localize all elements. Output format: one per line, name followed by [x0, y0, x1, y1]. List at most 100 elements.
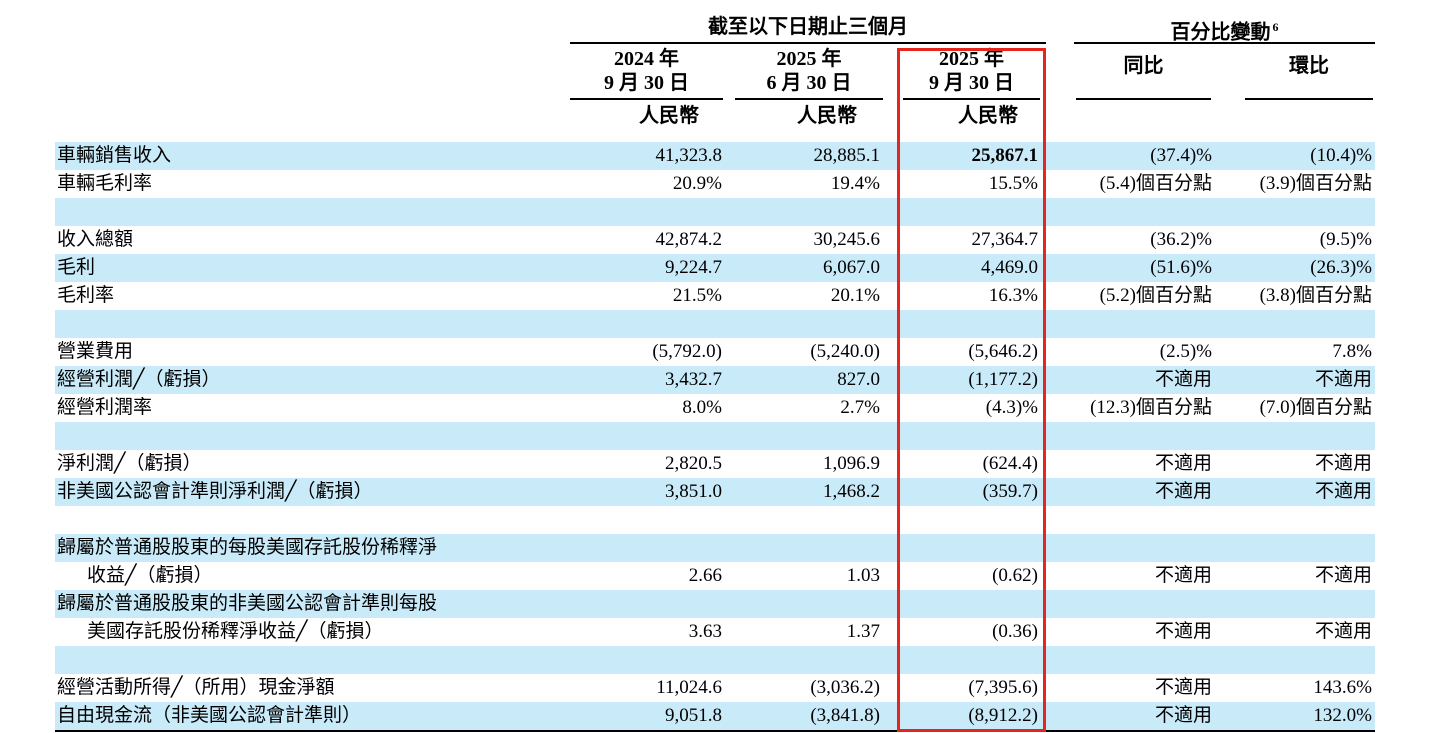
- table-body: 車輛銷售收入 41,323.8 28,885.1 25,867.1 (37.4)% (10…: [55, 142, 1375, 732]
- cell-c4: 不適用: [1154, 453, 1212, 474]
- cell-c1: 3,432.7: [665, 369, 722, 390]
- row-label: 歸屬於普通股股東的非美國公認會計準則每股: [57, 593, 438, 614]
- row-label: 自由現金流（非美國公認會計準則）: [57, 705, 362, 726]
- cell-c3: [885, 506, 1046, 534]
- table-row: 車輛銷售收入 41,323.8 28,885.1 25,867.1 (37.4)% (10…: [55, 142, 1375, 170]
- row-label: [55, 310, 570, 338]
- row-label: 歸屬於普通股股東的每股美國存託股份稀釋淨: [57, 537, 438, 558]
- cell-c2: 6,067.0: [823, 257, 880, 278]
- cell-c5: [1215, 422, 1375, 450]
- cell-c3: [885, 310, 1046, 338]
- cell-c3: [885, 646, 1046, 674]
- cell-c3: [885, 534, 1046, 562]
- column-header-qoq: 環比: [1215, 44, 1375, 100]
- table-row: 毛利率 21.5% 20.1% 16.3% (5.2)個百分點 (3.8)個百分點: [55, 282, 1375, 310]
- cell-c2: [727, 646, 885, 674]
- cell-c3: (0.62): [992, 565, 1038, 586]
- table-spacer-row: [55, 310, 1375, 338]
- row-label: 毛利: [57, 257, 96, 278]
- cell-c5: [1215, 646, 1375, 674]
- row-label: 經營利潤╱（虧損）: [57, 369, 221, 390]
- cell-c3: (4.3)%: [985, 397, 1038, 418]
- currency-unit: 人民幣: [639, 105, 699, 127]
- cell-c1: [570, 310, 727, 338]
- cell-c4: (5.4)個百分點: [1099, 173, 1212, 194]
- column-header-row: 2024 年 9 月 30 日 2025 年 6 月 30 日 2025 年 9…: [55, 44, 1375, 100]
- currency-unit-row: 人民幣 人民幣 人民幣: [55, 100, 1375, 136]
- cell-c1: (5,792.0): [652, 341, 722, 362]
- row-label: [55, 506, 570, 534]
- cell-c4: [1046, 534, 1215, 562]
- yoy-label: 同比: [1123, 55, 1164, 77]
- cell-c1: 9,224.7: [665, 257, 722, 278]
- cell-c4: [1046, 646, 1215, 674]
- cell-c5: (26.3)%: [1310, 257, 1372, 278]
- cell-c1: [570, 506, 727, 534]
- table-row: 非美國公認會計準則淨利潤╱（虧損） 3,851.0 1,468.2 (359.7) 不適…: [55, 478, 1375, 506]
- cell-c2: (3,036.2): [810, 677, 880, 698]
- cell-c3: [885, 590, 1046, 618]
- table-row: 淨利潤╱（虧損） 2,820.5 1,096.9 (624.4) 不適用 不適用: [55, 450, 1375, 478]
- cell-c4: 不適用: [1154, 369, 1212, 390]
- cell-c5: 132.0%: [1313, 705, 1372, 726]
- row-label: 營業費用: [57, 341, 134, 362]
- cell-c1: 20.9%: [672, 173, 722, 194]
- period-group-header: 截至以下日期止三個月: [570, 14, 1046, 44]
- qoq-label: 環比: [1289, 55, 1329, 77]
- cell-c1: 3.63: [688, 621, 722, 642]
- cell-c1: [570, 422, 727, 450]
- cell-c5: [1215, 534, 1375, 562]
- cell-c4: 不適用: [1154, 621, 1212, 642]
- period-group-label: 截至以下日期止三個月: [708, 16, 908, 38]
- cell-c4: (37.4)%: [1150, 145, 1212, 166]
- table-spacer-row: [55, 506, 1375, 534]
- cell-c4: 不適用: [1154, 677, 1212, 698]
- cell-c2: [727, 534, 885, 562]
- row-label: 美國存託股份稀釋淨收益╱（虧損）: [87, 621, 384, 642]
- table-spacer-row: [55, 198, 1375, 226]
- cell-c4: 不適用: [1154, 705, 1212, 726]
- column-header-date: 6 月 30 日: [766, 72, 852, 94]
- column-header-2025-06-30: 2025 年 6 月 30 日: [727, 44, 885, 100]
- cell-c1: [570, 198, 727, 226]
- cell-c2: 827.0: [837, 369, 880, 390]
- cell-c2: [727, 310, 885, 338]
- financial-summary-table: 截至以下日期止三個月 百分比變動 6 2024 年 9 月 30 日 2025 年…: [55, 14, 1375, 732]
- cell-c4: (2.5)%: [1159, 341, 1212, 362]
- cell-c1: 3,851.0: [665, 481, 722, 502]
- cell-c4: 不適用: [1154, 565, 1212, 586]
- row-label: 車輛毛利率: [57, 173, 153, 194]
- cell-c4: (36.2)%: [1150, 229, 1212, 250]
- row-label: [55, 198, 570, 226]
- cell-c1: 9,051.8: [665, 705, 722, 726]
- table-row: 營業費用 (5,792.0) (5,240.0) (5,646.2) (2.5)% 7.8…: [55, 338, 1375, 366]
- cell-c5: (7.0)個百分點: [1259, 397, 1372, 418]
- cell-c5: 不適用: [1314, 481, 1372, 502]
- cell-c4: [1046, 422, 1215, 450]
- cell-c1: [570, 534, 727, 562]
- table-row: 經營利潤率 8.0% 2.7% (4.3)% (12.3)個百分點 (7.0)個百分點: [55, 394, 1375, 422]
- cell-c2: 30,245.6: [813, 229, 881, 250]
- cell-c2: [727, 590, 885, 618]
- table-row: 毛利 9,224.7 6,067.0 4,469.0 (51.6)% (26.3)%: [55, 254, 1375, 282]
- row-label: [55, 646, 570, 674]
- cell-c1: 42,874.2: [655, 229, 723, 250]
- column-header-date: 9 月 30 日: [604, 72, 689, 94]
- row-label: 車輛銷售收入: [57, 145, 172, 166]
- table-row: 收益╱（虧損） 2.66 1.03 (0.62) 不適用 不適用: [55, 562, 1375, 590]
- cell-c1: [570, 646, 727, 674]
- column-header-date: 9 月 30 日: [929, 72, 1014, 94]
- cell-c5: 不適用: [1314, 621, 1372, 642]
- cell-c5: [1215, 506, 1375, 534]
- table-row: 美國存託股份稀釋淨收益╱（虧損） 3.63 1.37 (0.36) 不適用 不適用: [55, 618, 1375, 646]
- cell-c3: (624.4): [982, 453, 1038, 474]
- cell-c2: 19.4%: [830, 173, 880, 194]
- cell-c3: 4,469.0: [981, 257, 1038, 278]
- cell-c5: (3.8)個百分點: [1259, 285, 1372, 306]
- cell-c2: 1.03: [846, 565, 880, 586]
- column-header-2025-09-30: 2025 年 9 月 30 日: [885, 44, 1046, 100]
- column-header-yoy: 同比: [1046, 44, 1215, 100]
- cell-c2: 1.37: [846, 621, 880, 642]
- table-row: 收入總額 42,874.2 30,245.6 27,364.7 (36.2)% (9.5)…: [55, 226, 1375, 254]
- cell-c1: 11,024.6: [656, 677, 722, 698]
